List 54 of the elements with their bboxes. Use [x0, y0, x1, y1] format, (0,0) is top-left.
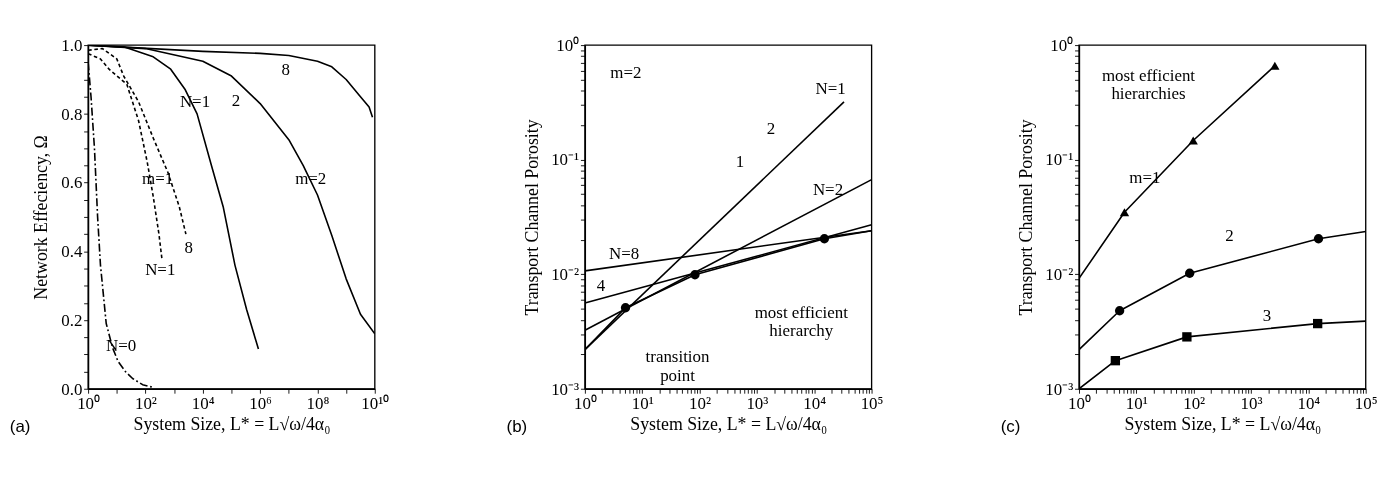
x-tick-label: 10²	[134, 393, 157, 413]
series-label: 8	[281, 60, 291, 80]
y-axis-title: Network Effeciency, Ω	[30, 135, 51, 300]
x-tick-label: 10⁵	[1354, 393, 1378, 413]
x-tick-label: 10⁴	[191, 393, 215, 413]
x-tick-label: 10⁵	[860, 393, 884, 413]
annotation: most efficient hierarchies	[1101, 65, 1196, 104]
x-tick-label: 10²	[689, 393, 712, 413]
series-label: 2	[1225, 226, 1234, 246]
y-tick-label: 10⁻²	[551, 265, 580, 285]
y-tick-label: 10⁰	[556, 35, 580, 55]
annotation: 2	[766, 119, 776, 139]
y-tick-label: 10⁰	[1050, 35, 1074, 55]
series-label: N=0	[105, 336, 137, 356]
x-tick-label: 10¹⁰	[361, 393, 390, 413]
y-tick-label: 10⁻¹	[1045, 150, 1074, 170]
x-tick-label: 10³	[746, 393, 769, 413]
series-label: 2	[231, 90, 241, 110]
x-tick-label: 10¹	[1125, 393, 1148, 413]
x-tick-label: 10⁶	[249, 393, 273, 413]
y-tick-label: 0.0	[61, 379, 83, 399]
y-tick-label: 10⁻²	[1045, 265, 1074, 285]
y-axis-title: Transport Channel Porosity	[521, 119, 542, 316]
x-tick-label: 10⁸	[306, 393, 330, 413]
x-axis-title: System Size, L* = L√ω/4α₀	[630, 414, 828, 435]
x-axis-title: System Size, L* = L√ω/4α₀	[133, 414, 331, 435]
y-tick-label: 0.6	[61, 173, 83, 193]
annotation: most efficient hierarchy	[754, 302, 849, 341]
y-tick-label: 0.4	[61, 242, 83, 262]
x-tick-label: 10³	[1240, 393, 1263, 413]
series-label: N=8	[609, 243, 640, 263]
x-axis-title: System Size, L* = L√ω/4α₀	[1124, 414, 1322, 435]
series-label: N=2	[812, 179, 844, 199]
annotation: transition point	[645, 347, 710, 385]
annotation: m=2	[610, 63, 642, 83]
y-tick-label: 0.2	[61, 310, 83, 330]
annotation: 1	[735, 152, 745, 172]
series-label: 8	[184, 237, 193, 257]
series-label: m=1	[1129, 168, 1161, 188]
y-tick-label: 10⁻¹	[551, 150, 580, 170]
y-tick-label: 0.8	[61, 104, 83, 124]
x-tick-label: 10¹	[631, 393, 654, 413]
y-axis-title: Transport Channel Porosity	[1015, 119, 1036, 316]
x-tick-label: 10⁴	[1297, 393, 1321, 413]
series-label: 3	[1262, 306, 1272, 326]
text: (a)	[9, 416, 31, 436]
x-tick-label: 10²	[1183, 393, 1206, 413]
series-label: 4	[596, 275, 606, 295]
text: (c)	[1000, 416, 1021, 436]
series-label: N=1	[145, 259, 176, 279]
text: (b)	[506, 416, 528, 436]
series-label: N=1	[815, 79, 846, 99]
y-tick-label: 1.0	[61, 35, 83, 55]
x-tick-label: 10⁴	[803, 393, 827, 413]
